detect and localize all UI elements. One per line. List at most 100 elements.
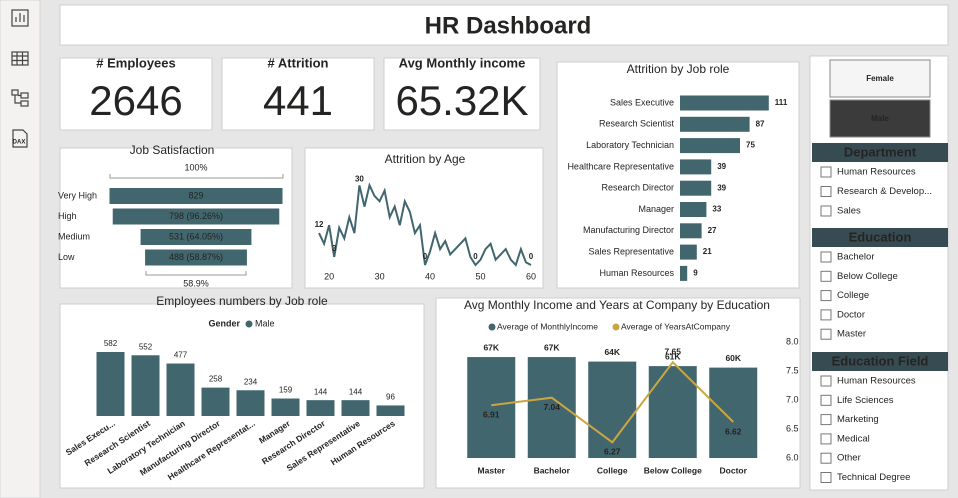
age-line (318, 182, 532, 267)
funnel-bar (140, 229, 252, 245)
legend-marker (245, 320, 253, 328)
checkbox[interactable] (820, 472, 832, 483)
bar (680, 223, 702, 239)
data-label: 21 (703, 247, 712, 256)
data-label: 9 (693, 269, 698, 278)
y-category-label: Healthcare Representative (567, 161, 674, 171)
data-label: 144 (349, 387, 363, 396)
data-label: 0 (529, 252, 534, 261)
checkbox[interactable] (820, 270, 832, 282)
data-label: 144 (314, 387, 328, 396)
legend-marker (612, 323, 620, 331)
slicer-header (812, 352, 948, 371)
bar (271, 398, 300, 416)
checkbox[interactable] (820, 433, 832, 445)
funnel-label: 829 (188, 190, 203, 200)
bar (680, 180, 712, 196)
data-label: 12 (315, 220, 324, 229)
gender-button[interactable] (829, 59, 931, 98)
checkbox[interactable] (820, 251, 832, 263)
gender-option: Male (871, 114, 889, 123)
checkbox[interactable] (820, 394, 832, 406)
chart-card (304, 147, 544, 289)
checkbox[interactable] (820, 328, 832, 340)
checkbox[interactable] (820, 375, 832, 387)
report-icon-bars (15, 13, 25, 22)
kpi-label: Avg Monthly income (399, 55, 526, 70)
report-icon[interactable] (11, 9, 29, 27)
x-tick-label: 30 (375, 271, 385, 281)
x-category-label: Master (478, 465, 506, 475)
data-label: 6.62 (725, 426, 742, 436)
data-label: 7.65 (664, 347, 681, 357)
slicer-option: Doctor (837, 309, 865, 320)
bar (680, 202, 707, 217)
checkbox[interactable] (820, 414, 832, 426)
model-icon-lines (14, 94, 21, 104)
funnel-bracket (109, 174, 284, 179)
y-category-label: Laboratory Technician (586, 140, 674, 150)
checkbox[interactable] (820, 166, 832, 178)
checkbox[interactable] (820, 205, 832, 217)
data-label: 234 (244, 377, 258, 386)
data-label: 6.91 (483, 409, 500, 419)
bar (680, 244, 697, 260)
title-card (59, 4, 949, 46)
table-icon-lines (12, 52, 28, 65)
dax-icon[interactable] (12, 129, 28, 148)
y2-tick-label: 6.0 (786, 452, 799, 462)
funnel-label: 531 (64.05%) (169, 231, 223, 241)
slicer-title: Education Field (832, 353, 929, 368)
funnel-bracket (145, 271, 247, 276)
funnel-category: High (58, 211, 77, 221)
slicer-option: Marketing (837, 414, 879, 425)
bar (680, 265, 688, 281)
data-label: 30 (355, 174, 364, 183)
legend-title: Gender (208, 318, 240, 328)
sidebar (0, 0, 41, 498)
data-label: 87 (756, 119, 765, 128)
bar (467, 357, 516, 458)
x-category-label: College (597, 465, 628, 475)
kpi-value: 65.32K (395, 77, 528, 124)
bar (680, 95, 769, 111)
bar (680, 159, 712, 175)
data-label: 60K (725, 353, 741, 363)
bar (341, 400, 370, 416)
checkbox[interactable] (820, 186, 832, 197)
checkbox[interactable] (820, 309, 832, 321)
content: # Employees 2646 # Attrition 441 Avg Monthly… (58, 55, 948, 483)
x-tick-label: 40 (425, 271, 435, 281)
y2-tick-label: 6.5 (786, 423, 799, 433)
dax-label: DAX (13, 140, 26, 146)
gender-button[interactable] (829, 99, 931, 138)
funnel-bar (112, 208, 280, 225)
legend-label: Average of YearsAtCompany (621, 321, 731, 331)
slicer-option: Human Resources (837, 167, 916, 178)
data-label: 582 (104, 339, 118, 348)
table-icon[interactable] (11, 51, 29, 66)
data-label: 61K (665, 351, 681, 361)
funnel-top-label: 100% (184, 162, 207, 172)
data-label: 0 (423, 252, 428, 261)
y-category-label: Manufacturing Director (583, 225, 674, 235)
checkbox[interactable] (820, 452, 832, 464)
x-category-label: Bachelor (534, 465, 571, 475)
bar (236, 390, 265, 416)
data-label: 96 (386, 393, 395, 402)
data-label: 75 (746, 141, 755, 150)
data-label: 477 (174, 351, 188, 360)
slicer-header (812, 143, 948, 162)
bar (588, 361, 637, 458)
data-label: 258 (209, 375, 223, 384)
bar (96, 351, 125, 416)
slicer-option: Master (837, 329, 866, 340)
data-label: 6.27 (604, 447, 621, 457)
y-category-label: Human Resources (599, 268, 674, 278)
slicer-option: Sales (837, 206, 861, 217)
funnel-bottom-label: 58.9% (183, 278, 209, 288)
checkbox[interactable] (820, 290, 832, 302)
y-category-label: Manager (638, 204, 674, 214)
data-label: 67K (483, 342, 499, 352)
